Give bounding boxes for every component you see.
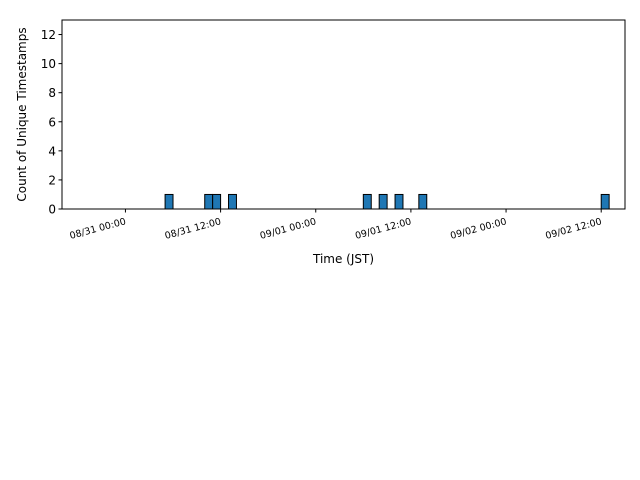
y-tick-label-3: 6: [48, 115, 56, 129]
y-tick-label-5: 10: [41, 57, 56, 71]
bar-4: [362, 193, 372, 210]
y-tick-label-0: 0: [48, 203, 56, 217]
bar-8: [600, 193, 610, 210]
y-tick-label-1: 2: [48, 173, 56, 187]
bar-0: [164, 193, 174, 210]
x-tick-label-4: 09/02 00:00: [449, 216, 508, 242]
x-tick-label-5: 09/02 12:00: [544, 216, 603, 242]
x-axis: 08/31 00:00 08/31 12:00 09/01 00:00 09/01 1…: [69, 209, 603, 242]
x-tick-label-2: 09/01 00:00: [259, 216, 318, 242]
bar-6: [394, 193, 404, 210]
bar-3: [228, 193, 237, 210]
bar-5: [378, 193, 388, 210]
bar-2: [212, 193, 222, 210]
x-tick-label-0: 08/31 00:00: [69, 216, 128, 242]
y-axis: 0 2 4 6 8 10 12: [41, 28, 62, 217]
x-axis-label: Time (JST): [312, 252, 374, 266]
y-tick-label-6: 12: [41, 28, 56, 42]
bar-1: [204, 193, 214, 210]
x-tick-label-3: 09/01 12:00: [354, 216, 413, 242]
x-tick-label-1: 08/31 12:00: [164, 216, 223, 242]
bars-layer: [164, 193, 610, 210]
bar-7: [418, 193, 428, 210]
y-tick-label-2: 4: [48, 144, 56, 158]
y-axis-label: Count of Unique Timestamps: [15, 27, 29, 201]
plot-area-frame: [61, 19, 626, 210]
y-tick-label-4: 8: [48, 86, 56, 100]
